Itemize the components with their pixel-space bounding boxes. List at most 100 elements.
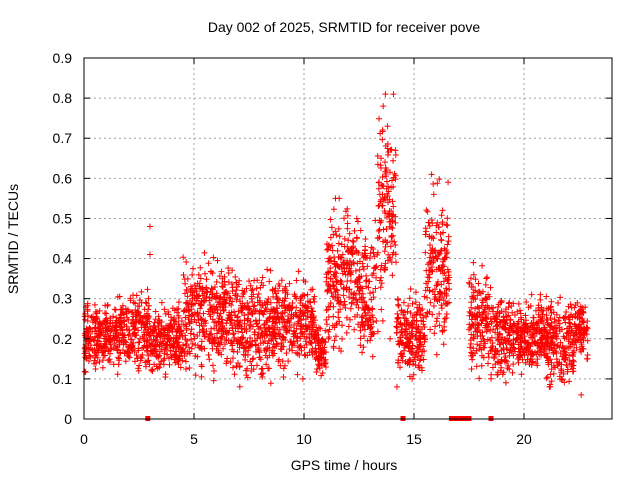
- data-point: [400, 311, 407, 318]
- data-point: [214, 257, 221, 264]
- data-point: [485, 310, 492, 317]
- data-point: [229, 298, 236, 305]
- data-point: [145, 302, 152, 309]
- data-point: [153, 333, 160, 340]
- data-point: [378, 262, 385, 269]
- data-point: [268, 337, 275, 344]
- data-point: [245, 315, 252, 322]
- data-point: [223, 360, 230, 367]
- data-point: [426, 223, 433, 230]
- data-point: [278, 340, 285, 347]
- data-point: [143, 310, 150, 317]
- data-point: [330, 231, 337, 238]
- data-point: [531, 338, 538, 345]
- data-point: [439, 220, 446, 227]
- data-point: [156, 329, 163, 336]
- data-point: [339, 335, 346, 342]
- data-point: [444, 241, 451, 248]
- data-point: [412, 289, 419, 296]
- data-point: [284, 327, 291, 334]
- data-point: [543, 293, 550, 300]
- data-point: [307, 299, 314, 306]
- data-point: [428, 247, 435, 254]
- data-point: [320, 348, 327, 355]
- data-point: [347, 305, 354, 312]
- data-point: [518, 371, 525, 378]
- data-point: [473, 347, 480, 354]
- data-point: [141, 306, 148, 313]
- data-point: [535, 302, 542, 309]
- data-point: [270, 329, 277, 336]
- data-point: [201, 345, 208, 352]
- data-point: [375, 179, 382, 186]
- data-point: [258, 307, 265, 314]
- data-point: [248, 287, 255, 294]
- data-point: [433, 266, 440, 273]
- data-point: [437, 247, 444, 254]
- data-point: [236, 383, 243, 390]
- data-point: [397, 321, 404, 328]
- data-point: [200, 329, 207, 336]
- data-point: [287, 339, 294, 346]
- data-point: [554, 359, 561, 366]
- data-point: [505, 304, 512, 311]
- data-point: [359, 313, 366, 320]
- data-point: [264, 346, 271, 353]
- data-point: [354, 311, 361, 318]
- data-point: [299, 375, 306, 382]
- data-point: [105, 357, 112, 364]
- data-point: [140, 321, 147, 328]
- data-point: [231, 320, 238, 327]
- data-point: [309, 286, 316, 293]
- data-point: [209, 362, 216, 369]
- data-point: [239, 300, 246, 307]
- data-point: [223, 337, 230, 344]
- data-point: [443, 250, 450, 257]
- data-point: [221, 298, 228, 305]
- data-point: [368, 331, 375, 338]
- data-point: [556, 320, 563, 327]
- y-tick-label: 0.5: [53, 210, 73, 226]
- data-point: [226, 312, 233, 319]
- data-point: [546, 330, 553, 337]
- data-point: [134, 303, 141, 310]
- data-point: [132, 319, 139, 326]
- x-tick-label: 0: [80, 431, 88, 447]
- data-point: [193, 319, 200, 326]
- data-point: [429, 288, 436, 295]
- data-point: [409, 325, 416, 332]
- data-point: [307, 314, 314, 321]
- data-point: [180, 345, 187, 352]
- data-point: [509, 369, 516, 376]
- data-point: [563, 362, 570, 369]
- data-point: [116, 341, 123, 348]
- x-tick-label: 10: [296, 431, 312, 447]
- data-point: [350, 259, 357, 266]
- data-point: [133, 352, 140, 359]
- data-point: [122, 358, 129, 365]
- data-point: [330, 283, 337, 290]
- data-point: [347, 316, 354, 323]
- data-point: [286, 280, 293, 287]
- data-point: [480, 309, 487, 316]
- data-point: [356, 258, 363, 265]
- data-point: [533, 360, 540, 367]
- data-point: [194, 280, 201, 287]
- data-point: [485, 354, 492, 361]
- data-point: [580, 337, 587, 344]
- data-point: [382, 159, 389, 166]
- data-point: [482, 313, 489, 320]
- data-point: [168, 323, 175, 330]
- data-point: [184, 300, 191, 307]
- data-point: [175, 305, 182, 312]
- data-point: [222, 304, 229, 311]
- data-point: [175, 343, 182, 350]
- data-point: [468, 365, 475, 372]
- data-point: [367, 290, 374, 297]
- data-point: [426, 233, 433, 240]
- data-point: [94, 334, 101, 341]
- data-point: [158, 299, 165, 306]
- data-point: [543, 350, 550, 357]
- data-point: [138, 288, 145, 295]
- data-point: [274, 296, 281, 303]
